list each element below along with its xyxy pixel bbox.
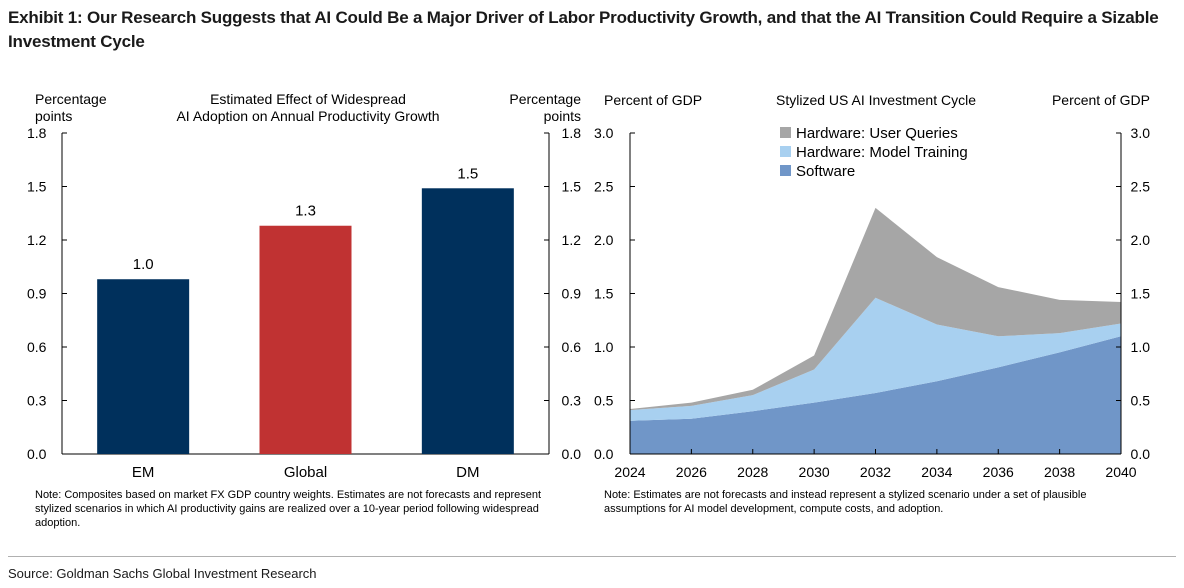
bar-ytick-right: 1.2 [562, 232, 582, 248]
bar-chart-title: Estimated Effect of Widespread [210, 91, 406, 107]
area-ytick-left: 3.0 [594, 125, 614, 141]
bar-category-label: EM [132, 464, 155, 481]
area-series-software [630, 336, 1121, 454]
bar-ytick-left: 0.9 [27, 286, 47, 302]
bar-ytick-right: 0.9 [562, 286, 582, 302]
bar-ytick-left: 1.8 [27, 125, 47, 141]
bar-ytick-left: 1.2 [27, 232, 47, 248]
area-xtick-label: 2030 [799, 464, 830, 480]
area-ytick-left: 2.5 [594, 179, 614, 195]
bar-ytick-left: 0.3 [27, 393, 47, 409]
area-series-hardware-model-training [630, 297, 1121, 421]
area-ylabel-left: Percent of GDP [604, 92, 702, 108]
area-chart: Percent of GDP Stylized US AI Investment … [594, 92, 1151, 480]
area-xtick-label: 2040 [1105, 464, 1136, 480]
area-xtick-label: 2036 [983, 464, 1014, 480]
bar-ytick-right: 0.3 [562, 393, 582, 409]
area-xtick-label: 2028 [737, 464, 768, 480]
bar-ytick-left: 1.5 [27, 179, 47, 195]
bar-chart-note: Note: Composites based on market FX GDP … [35, 489, 542, 529]
bar-ylabel-left: Percentage [35, 91, 107, 107]
legend-label: Hardware: Model Training [796, 144, 968, 161]
bar-data-label: 1.0 [133, 256, 154, 273]
area-ytick-right: 0.5 [1131, 393, 1151, 409]
bar-category-label: DM [456, 464, 479, 481]
bar-ylabel-right: Percentage [509, 91, 581, 107]
bar-em [97, 279, 190, 454]
area-xtick-label: 2034 [921, 464, 952, 480]
area-ytick-right: 1.5 [1131, 286, 1151, 302]
area-ytick-left: 0.0 [594, 446, 614, 462]
area-xtick-label: 2032 [860, 464, 891, 480]
bar-chart-title: AI Adoption on Annual Productivity Growt… [176, 108, 439, 124]
legend-swatch [780, 127, 791, 138]
legend-label: Software [796, 163, 855, 180]
legend-swatch [780, 165, 791, 176]
bar-category-label: Global [284, 464, 327, 481]
area-ytick-right: 3.0 [1131, 125, 1151, 141]
bar-ylabel-left: points [35, 108, 72, 124]
area-xtick-label: 2038 [1044, 464, 1075, 480]
area-ytick-right: 1.0 [1131, 339, 1151, 355]
source-line: Source: Goldman Sachs Global Investment … [8, 566, 317, 581]
area-ylabel-right: Percent of GDP [1052, 92, 1150, 108]
footer-divider [8, 556, 1176, 557]
area-ytick-left: 0.5 [594, 393, 614, 409]
legend-swatch [780, 146, 791, 157]
bar-ytick-right: 1.8 [562, 125, 582, 141]
bar-ylabel-right: points [544, 108, 581, 124]
bar-data-label: 1.5 [457, 165, 478, 182]
area-chart-note: Note: Estimates are not forecasts and in… [604, 489, 1087, 515]
area-ytick-left: 1.5 [594, 286, 614, 302]
area-ytick-right: 0.0 [1131, 446, 1151, 462]
area-ytick-right: 2.0 [1131, 232, 1151, 248]
bar-data-label: 1.3 [295, 203, 316, 220]
exhibit-title: Exhibit 1: Our Research Suggests that AI… [8, 8, 1159, 51]
area-ytick-left: 2.0 [594, 232, 614, 248]
area-xtick-label: 2026 [676, 464, 707, 480]
bar-ytick-right: 0.6 [562, 339, 582, 355]
area-xtick-label: 2024 [614, 464, 645, 480]
bar-global [259, 225, 352, 454]
bar-ytick-left: 0.0 [27, 446, 47, 462]
bar-ytick-right: 1.5 [562, 179, 582, 195]
bar-ytick-right: 0.0 [562, 446, 582, 462]
area-ytick-right: 2.5 [1131, 179, 1151, 195]
bar-dm [421, 188, 514, 455]
bar-ytick-left: 0.6 [27, 339, 47, 355]
area-ytick-left: 1.0 [594, 339, 614, 355]
area-series-hardware-user-queries [630, 207, 1121, 411]
area-chart-title: Stylized US AI Investment Cycle [776, 92, 976, 108]
legend-label: Hardware: User Queries [796, 125, 958, 142]
